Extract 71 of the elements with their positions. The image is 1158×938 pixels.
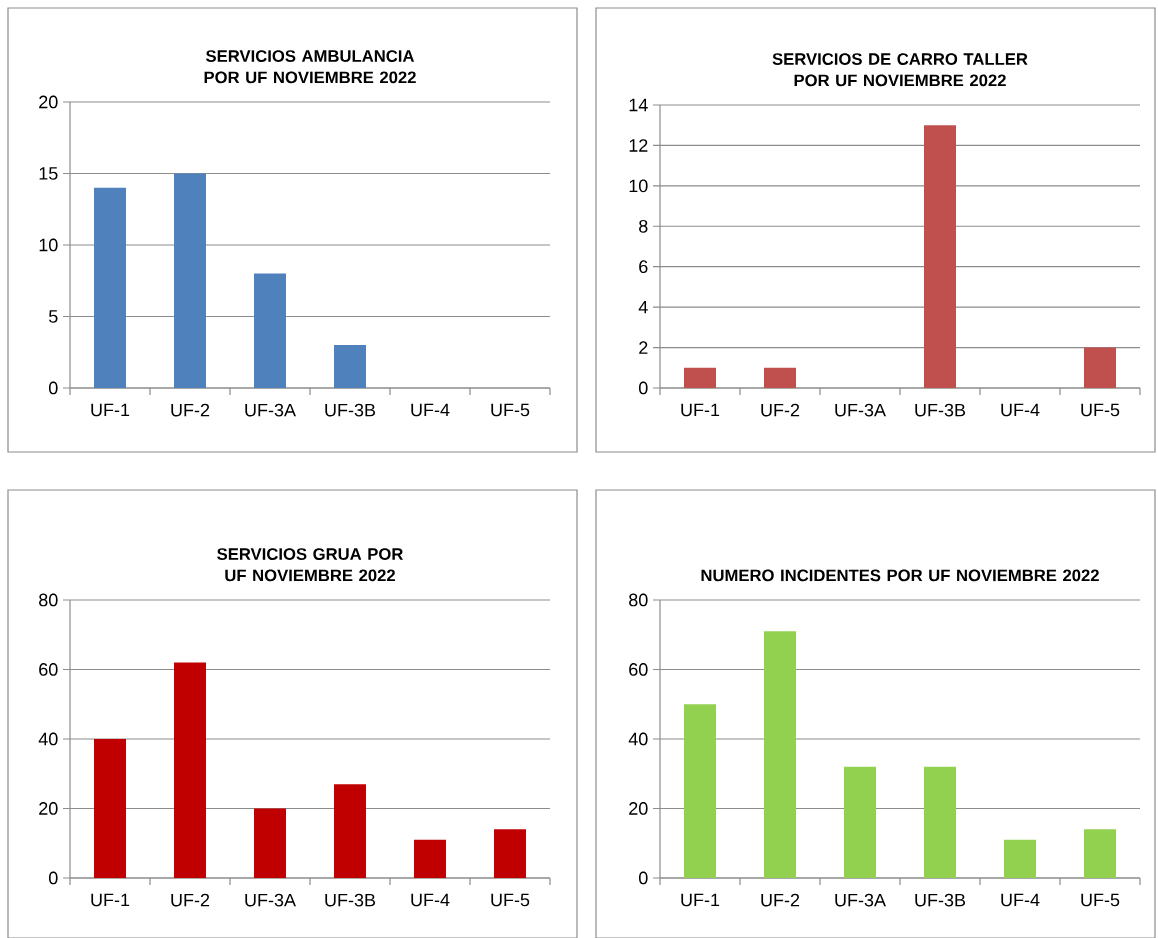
- x-tick-label: UF-4: [411, 403, 450, 417]
- x-tick-label: UF-2: [171, 893, 210, 907]
- chart-title: SERVICIOS AMBULANCIA POR UF NOVIEMBRE 2022: [204, 50, 416, 84]
- x-tick-label: UF-3B: [915, 403, 966, 417]
- chart-title: SERVICIOS DE CARRO TALLER POR UF NOVIEMBRE 2022: [772, 53, 1028, 87]
- bar: [764, 631, 796, 878]
- bar: [94, 187, 127, 388]
- y-tick-label: 0: [48, 381, 58, 395]
- bar: [334, 784, 366, 878]
- bar: [684, 367, 716, 388]
- x-tick-label: UF-3B: [915, 893, 966, 907]
- x-tick-label: UF-3A: [835, 403, 886, 417]
- x-tick-label: UF-1: [681, 893, 720, 907]
- bar: [254, 808, 286, 878]
- bar: [924, 125, 956, 388]
- x-tick-label: UF-1: [681, 403, 720, 417]
- x-tick-label: UF-1: [91, 403, 130, 417]
- y-tick-label: 2: [639, 341, 648, 354]
- bar: [1004, 839, 1036, 878]
- y-tick-label: 40: [628, 732, 648, 746]
- bar: [924, 766, 956, 878]
- y-tick-label: 6: [639, 260, 648, 274]
- y-tick-label: 60: [39, 663, 58, 676]
- x-tick-label: UF-5: [491, 403, 530, 417]
- y-tick-label: 20: [39, 95, 58, 109]
- x-tick-label: UF-5: [1081, 893, 1120, 907]
- y-tick-label: 4: [638, 300, 648, 314]
- y-tick-label: 0: [638, 871, 648, 885]
- y-tick-label: 12: [629, 139, 648, 152]
- bar: [334, 345, 366, 388]
- y-tick-label: 0: [638, 381, 648, 395]
- y-tick-label: 5: [48, 310, 58, 323]
- y-tick-label: 10: [39, 238, 58, 252]
- y-tick-label: 60: [629, 663, 648, 676]
- x-tick-label: UF-4: [1001, 893, 1040, 907]
- x-tick-label: UF-4: [411, 893, 450, 907]
- x-tick-label: UF-2: [761, 893, 800, 907]
- x-tick-label: UF-4: [1001, 403, 1040, 417]
- x-tick-label: UF-2: [761, 403, 800, 417]
- bar: [1084, 347, 1116, 388]
- x-tick-label: UF-3A: [245, 893, 296, 907]
- bar: [94, 738, 127, 878]
- x-tick-label: UF-3A: [835, 893, 886, 907]
- bar: [844, 766, 876, 878]
- y-tick-label: 80: [39, 593, 58, 607]
- chart-title: NUMERO INCIDENTES POR UF NOVIEMBRE 2022: [701, 569, 1099, 582]
- y-tick-label: 20: [39, 802, 58, 815]
- y-tick-label: 40: [38, 732, 58, 746]
- x-tick-label: UF-5: [491, 893, 530, 907]
- y-tick-label: 15: [39, 167, 58, 180]
- bar: [684, 704, 716, 878]
- chart-title: SERVICIOS GRUA POR UF NOVIEMBRE 2022: [217, 548, 404, 582]
- bar: [764, 367, 796, 388]
- bar: [1084, 829, 1116, 878]
- y-tick-label: 0: [48, 871, 58, 885]
- x-tick-label: UF-1: [91, 893, 130, 907]
- x-tick-label: UF-5: [1081, 403, 1120, 417]
- bar: [254, 273, 286, 388]
- y-tick-label: 8: [639, 219, 648, 233]
- bar: [414, 839, 446, 878]
- y-tick-label: 80: [629, 593, 648, 607]
- y-tick-label: 14: [629, 98, 648, 112]
- x-tick-label: UF-3B: [325, 893, 376, 907]
- y-tick-label: 20: [629, 802, 648, 815]
- bar: [174, 173, 206, 388]
- y-tick-label: 10: [629, 179, 648, 193]
- bar: [493, 829, 526, 878]
- x-tick-label: UF-3A: [245, 403, 296, 417]
- bar: [174, 662, 206, 878]
- x-tick-label: UF-3B: [325, 403, 376, 417]
- x-tick-label: UF-2: [171, 403, 210, 417]
